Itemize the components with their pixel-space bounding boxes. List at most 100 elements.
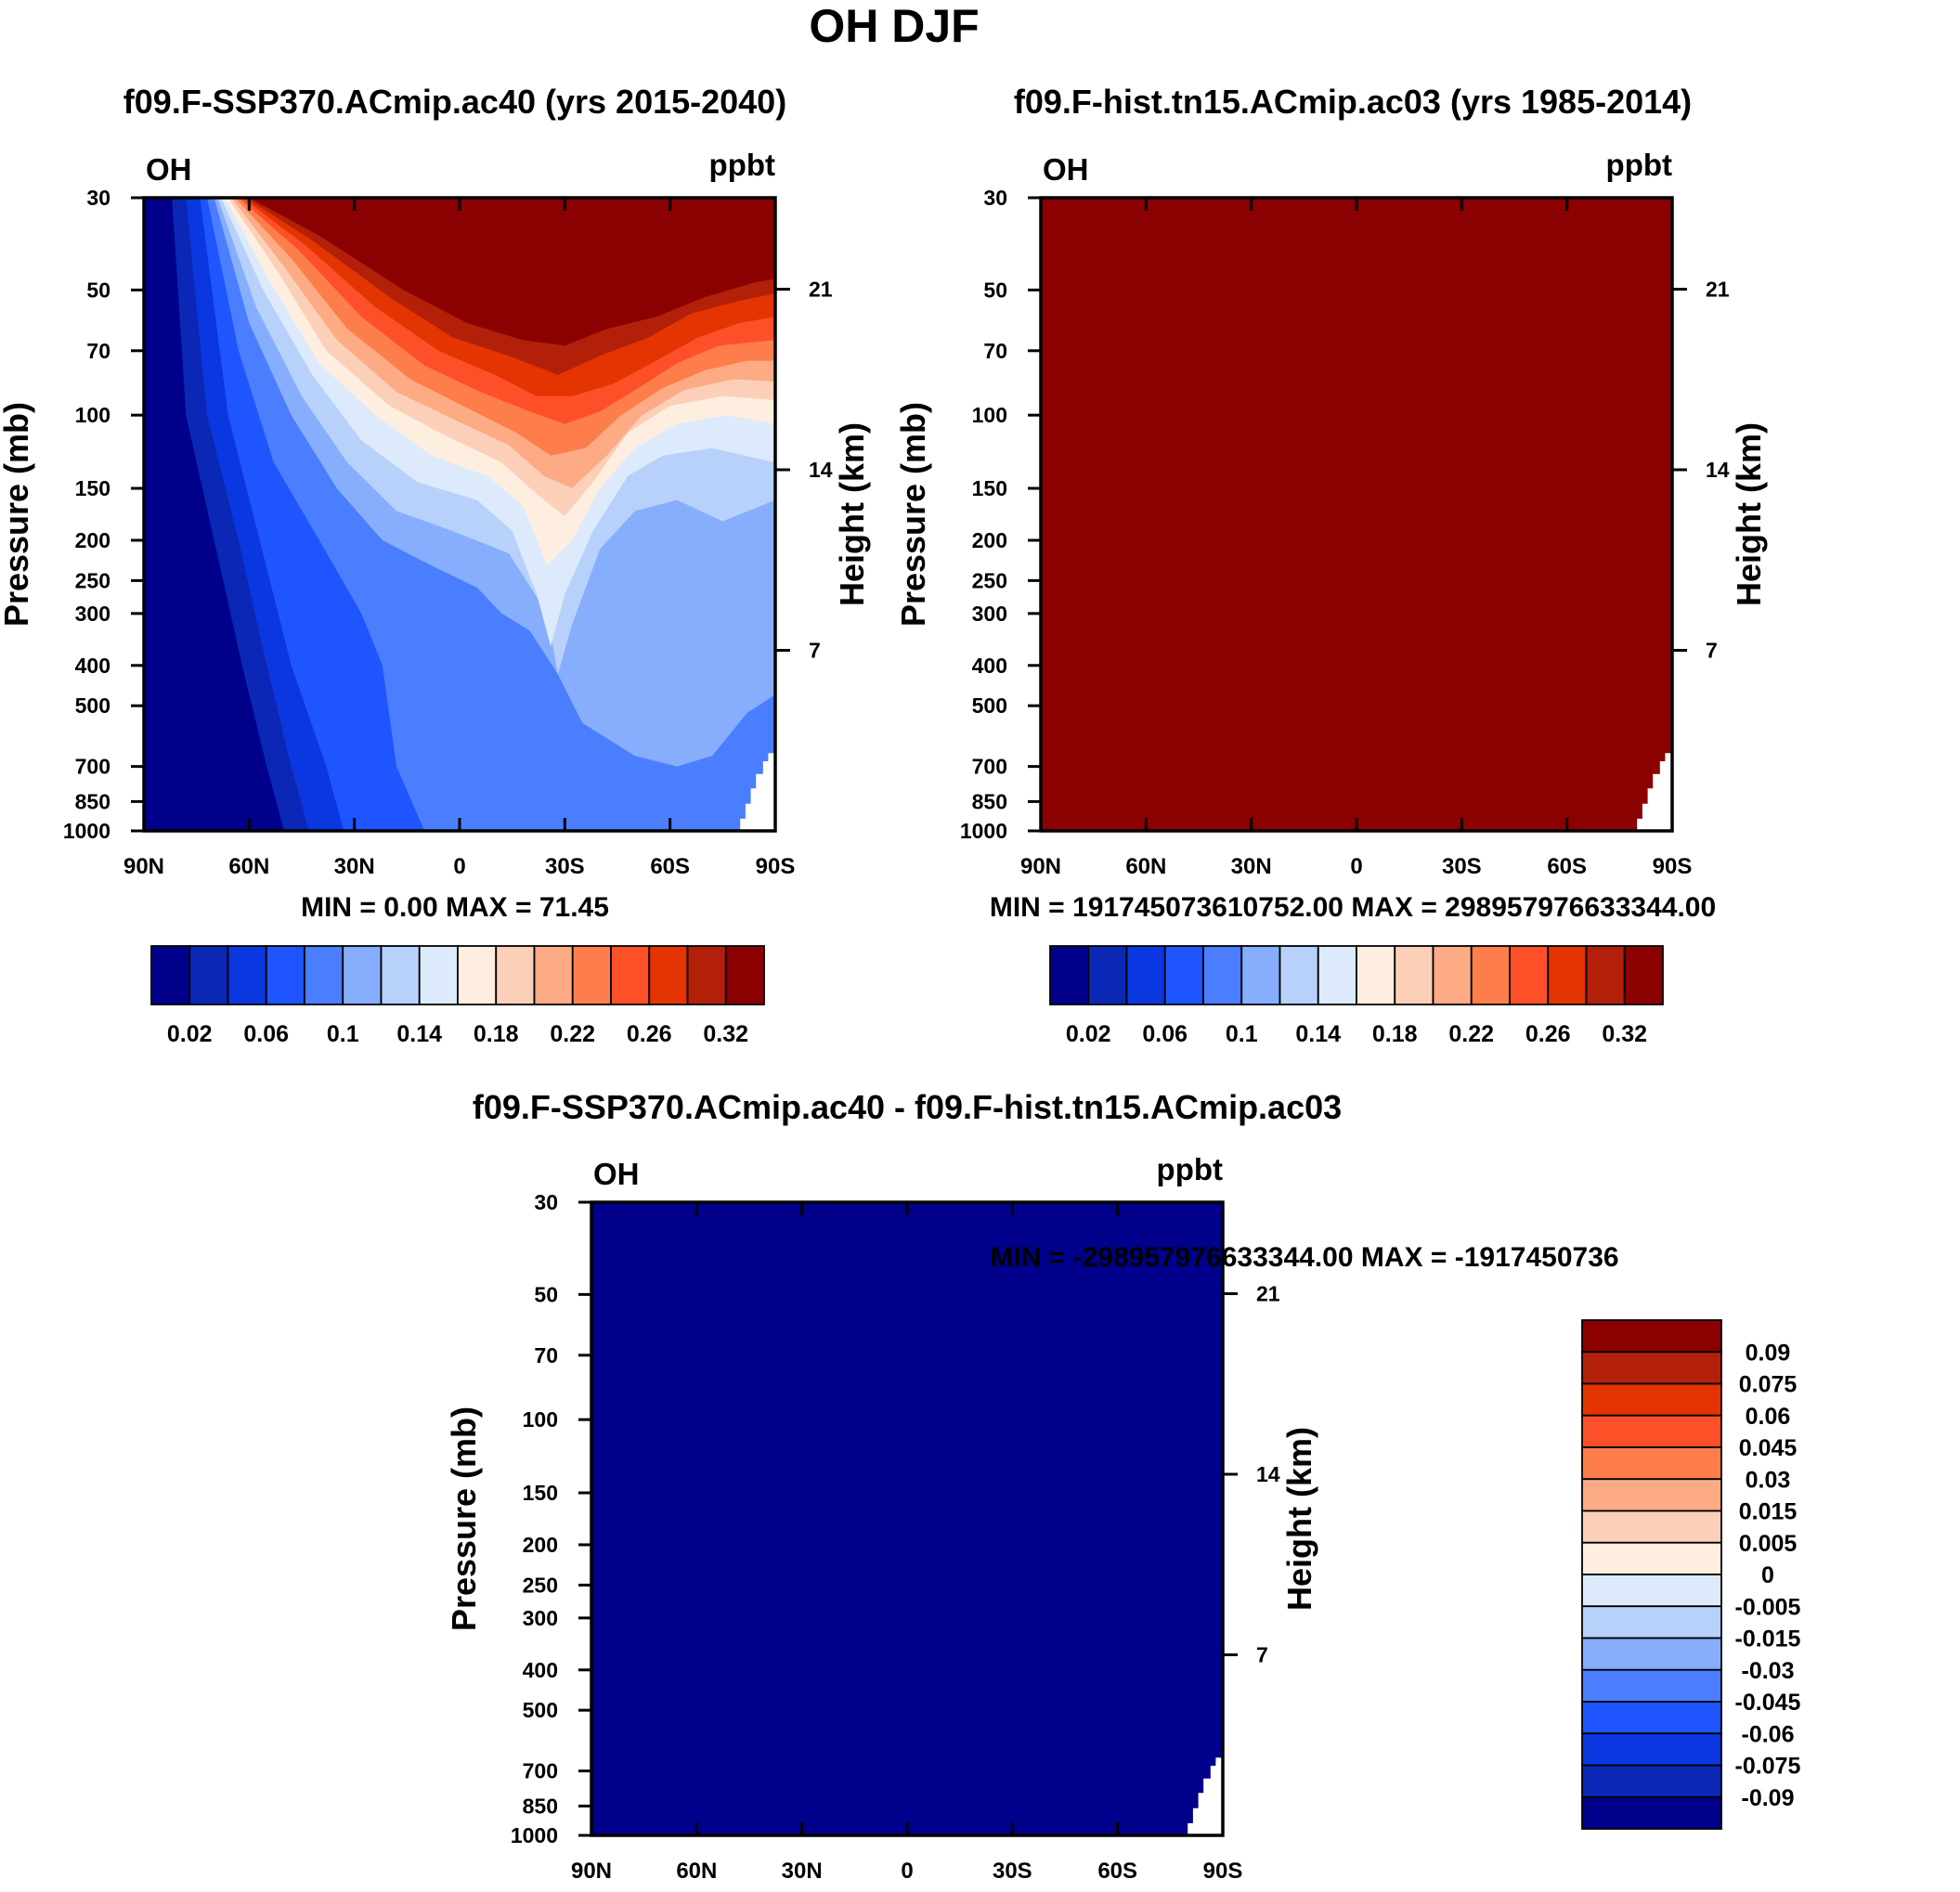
colorbar-swatch	[1581, 1382, 1722, 1417]
colorbar-label: 0.22	[550, 1021, 595, 1047]
x-tick-label: 60S	[1547, 854, 1587, 879]
chart-panel: f09.F-SSP370.ACmip.ac40 - f09.F-hist.tn1…	[445, 1088, 1801, 1884]
height-tick-label: 21	[1256, 1282, 1280, 1306]
y-tick-label: 250	[523, 1573, 558, 1597]
colorbar-swatch	[1581, 1574, 1722, 1608]
units-label: ppbt	[709, 148, 775, 182]
height-axis-label: Height (km)	[1730, 422, 1768, 606]
height-axis-label: Height (km)	[1280, 1427, 1318, 1611]
colorbar-swatch	[1470, 945, 1511, 1005]
y-tick-label: 700	[75, 755, 110, 779]
colorbar-label: 0.1	[1226, 1021, 1258, 1047]
y-axis-label: Pressure (mb)	[0, 402, 35, 627]
colorbar-label: -0.075	[1735, 1754, 1801, 1780]
colorbar-label: 0.02	[167, 1021, 213, 1047]
y-tick-label: 300	[523, 1606, 558, 1630]
x-tick-label: 90S	[1203, 1859, 1243, 1884]
panel-title: f09.F-SSP370.ACmip.ac40 (yrs 2015-2040)	[123, 83, 786, 121]
y-tick-label: 300	[75, 602, 110, 626]
field-group	[591, 1202, 1223, 1835]
uniform-field	[591, 1202, 1223, 1835]
colorbar-swatch	[1581, 1732, 1722, 1767]
height-tick-label: 7	[1256, 1643, 1268, 1667]
colorbar-label: 0.03	[1746, 1467, 1791, 1493]
panels-group: f09.F-SSP370.ACmip.ac40 (yrs 2015-2040) O…	[0, 83, 1801, 1884]
colorbar-swatch	[1581, 1319, 1722, 1354]
colorbar-label: 0.045	[1739, 1435, 1798, 1461]
colorbar-label: 0.06	[1142, 1021, 1188, 1047]
x-tick-label: 60S	[1097, 1859, 1137, 1884]
field-group	[1041, 198, 1672, 831]
y-tick-label: 200	[523, 1533, 558, 1557]
y-tick-label: 300	[972, 602, 1007, 626]
colorbar-label: 0.22	[1448, 1021, 1494, 1047]
units-label: ppbt	[1157, 1152, 1223, 1186]
y-tick-label: 50	[86, 278, 110, 302]
colorbar-label: 0.1	[327, 1021, 359, 1047]
colorbar-label: 0.14	[396, 1021, 442, 1047]
colorbar-label: 0.02	[1066, 1021, 1111, 1047]
chart-panel: f09.F-SSP370.ACmip.ac40 (yrs 2015-2040) O…	[0, 83, 871, 1047]
x-tick-label: 60N	[228, 854, 269, 879]
y-tick-label: 400	[75, 654, 110, 678]
units-label: ppbt	[1606, 148, 1672, 182]
y-tick-label: 50	[983, 278, 1007, 302]
colorbar-swatch	[1509, 945, 1550, 1005]
colorbar-swatch	[1581, 1637, 1722, 1671]
colorbar-swatch	[304, 945, 344, 1005]
colorbar-swatch	[1581, 1351, 1722, 1385]
colorbar-swatch	[1581, 1510, 1722, 1544]
colorbar-label: 0.06	[243, 1021, 289, 1047]
variable-label: OH	[146, 152, 192, 187]
y-tick-label: 1000	[511, 1823, 558, 1847]
colorbar-swatch	[1581, 1701, 1722, 1735]
y-tick-label: 400	[972, 654, 1007, 678]
colorbar-swatch	[342, 945, 383, 1005]
colorbar-swatch	[571, 945, 612, 1005]
y-tick-label: 850	[75, 789, 110, 813]
colorbar-swatch	[1163, 945, 1204, 1005]
colorbar-swatch	[1356, 945, 1396, 1005]
height-tick-label: 7	[809, 639, 821, 663]
x-tick-label: 0	[901, 1859, 913, 1884]
field-group	[144, 198, 775, 831]
colorbar-swatch	[418, 945, 459, 1005]
height-tick-label: 7	[1706, 639, 1718, 663]
y-tick-label: 30	[86, 186, 110, 210]
colorbar-label: 0.09	[1746, 1340, 1791, 1366]
panel-title: f09.F-hist.tn15.ACmip.ac03 (yrs 1985-201…	[1014, 83, 1692, 121]
y-tick-label: 200	[75, 528, 110, 552]
min-max-stats: MIN = 191745073610752.00 MAX = 298957976…	[990, 892, 1716, 923]
x-tick-label: 0	[1350, 854, 1362, 879]
x-tick-label: 60S	[650, 854, 690, 879]
colorbar-label: -0.09	[1742, 1785, 1795, 1811]
colorbar-label: -0.045	[1735, 1690, 1801, 1716]
page-title: OH DJF	[809, 0, 979, 52]
y-tick-label: 250	[972, 568, 1007, 592]
colorbar-swatch	[1240, 945, 1281, 1005]
y-tick-label: 1000	[63, 819, 110, 843]
y-tick-label: 250	[75, 568, 110, 592]
x-tick-label: 0	[453, 854, 465, 879]
colorbar-label: 0.06	[1746, 1404, 1791, 1430]
colorbar-swatch	[457, 945, 498, 1005]
colorbar-swatch	[495, 945, 536, 1005]
colorbar-swatch	[380, 945, 421, 1005]
height-tick-label: 14	[1706, 458, 1730, 482]
x-tick-label: 30N	[782, 1859, 823, 1884]
colorbar-swatch	[1581, 1414, 1722, 1448]
colorbar-swatch	[1581, 1764, 1722, 1798]
y-axis-label: Pressure (mb)	[894, 402, 932, 627]
y-tick-label: 400	[523, 1658, 558, 1682]
colorbar-swatch	[1581, 1541, 1722, 1575]
x-tick-label: 90N	[571, 1859, 612, 1884]
y-axis-label: Pressure (mb)	[445, 1406, 483, 1631]
height-tick-label: 21	[1706, 278, 1730, 302]
colorbar-label: 0.32	[703, 1021, 748, 1047]
min-max-stats: MIN = 0.00 MAX = 71.45	[301, 892, 609, 923]
height-tick-label: 14	[809, 458, 833, 482]
colorbar-swatch	[1432, 945, 1473, 1005]
variable-label: OH	[1043, 152, 1089, 187]
colorbar-swatch	[1547, 945, 1588, 1005]
y-tick-label: 100	[523, 1407, 558, 1432]
